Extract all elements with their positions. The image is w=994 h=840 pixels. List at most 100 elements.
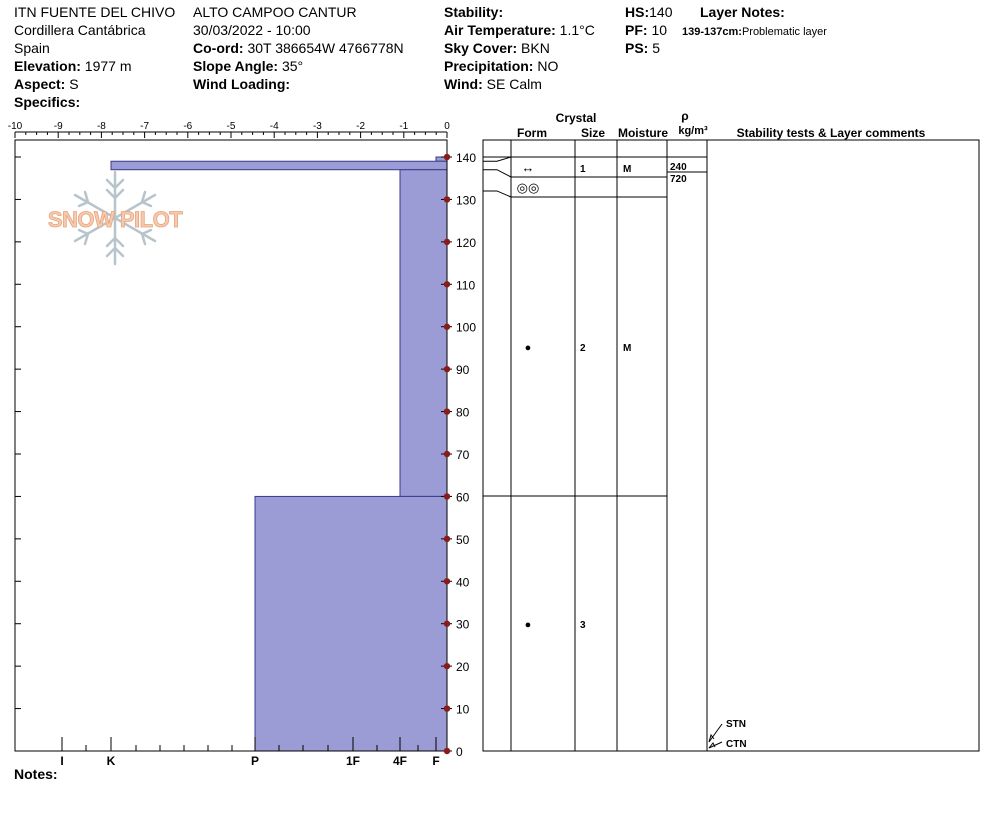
header-comments: Stability tests & Layer comments — [737, 126, 926, 140]
table-border — [482, 139, 980, 752]
elevation-label: Elevation: — [14, 58, 81, 74]
layer-moisture: M — [623, 343, 631, 354]
slope-row: Slope Angle: 35° — [193, 58, 303, 74]
height-tick-label: 70 — [456, 448, 470, 462]
layer-note-range: 139-137cm: — [682, 26, 742, 38]
precip-row: Precipitation: NO — [444, 58, 558, 74]
hardness-tick-label: K — [107, 754, 116, 768]
air-temp-row: Air Temperature: 1.1°C — [444, 22, 595, 38]
header-size: Size — [581, 126, 605, 140]
temperature-tick-label: -8 — [97, 121, 106, 132]
height-tick-label: 140 — [456, 151, 476, 165]
pf-label: PF: — [625, 22, 648, 38]
hardness-bars — [110, 156, 448, 752]
pf-value: 10 — [651, 22, 668, 38]
aspect-label: Aspect: — [14, 76, 66, 92]
height-marker — [443, 153, 451, 161]
header-form: Form — [517, 126, 547, 140]
height-marker — [443, 493, 451, 500]
air-temp-value: 1.1°C — [559, 22, 595, 38]
notes-label: Notes: — [14, 766, 58, 782]
height-tick-label: 90 — [456, 363, 470, 377]
pf-row: PF: 10 — [625, 22, 667, 38]
temperature-tick-label: -2 — [356, 121, 365, 132]
temperature-tick-label: -7 — [140, 121, 149, 132]
hardness-tick-label: 4F — [393, 754, 407, 768]
height-tick-label: 80 — [456, 406, 470, 420]
hs-row: HS:140 — [625, 4, 672, 20]
coord-value: 30T 386654W 4766778N — [247, 40, 404, 56]
header-rho: ρ — [681, 109, 688, 123]
wind-value: SE Calm — [486, 76, 542, 92]
temperature-tick-label: 0 — [444, 121, 450, 132]
height-tick-label: 130 — [456, 193, 476, 207]
layer-connector — [483, 169, 512, 178]
coord-row: Co-ord: 30T 386654W 4766778N — [193, 40, 404, 56]
wind-loading-label: Wind Loading: — [193, 76, 291, 92]
header-moisture: Moisture — [618, 126, 668, 140]
hardness-tick-label: F — [432, 754, 439, 768]
ps-value: 5 — [652, 40, 661, 56]
ps-row: PS: 5 — [625, 40, 660, 56]
layer-form-symbol: ↔ — [522, 160, 535, 175]
stability-test-leader — [708, 741, 723, 749]
elevation-value: 1977 m — [84, 58, 132, 74]
hardness-tick-label: 1F — [346, 754, 360, 768]
hardness-bar — [254, 495, 448, 752]
precip-value: NO — [537, 58, 559, 74]
layer-table: Crystal Form Size Moisture ρ kg/m³ Stability t… — [482, 109, 980, 752]
stability-test-arrow — [708, 733, 715, 743]
hs-value: 140 — [649, 4, 673, 20]
layer-connector — [483, 190, 512, 198]
air-temp-label: Air Temperature: — [444, 22, 556, 38]
layer-note-row: 139-137cm:Problematic layer — [682, 24, 827, 40]
temperature-tick-label: -10 — [8, 121, 23, 132]
wind-row: Wind: SE Calm — [444, 76, 542, 92]
header-crystal: Crystal — [556, 111, 597, 125]
slope-label: Slope Angle: — [193, 58, 279, 74]
location-name: ALTO CAMPOO CANTUR — [193, 4, 357, 20]
height-marker — [443, 196, 451, 203]
height-marker — [443, 323, 451, 330]
height-marker — [443, 365, 451, 373]
ps-label: PS: — [625, 40, 649, 56]
hs-label: HS: — [625, 4, 650, 20]
layer-form-symbol: ◎◎ — [517, 180, 540, 195]
height-tick-label: 0 — [456, 745, 463, 759]
stability-test-label: STN — [726, 719, 746, 730]
chart-frame — [14, 139, 448, 752]
snow-pilot-logo-text: SNOW PILOT — [48, 207, 183, 232]
layer-density: 720 — [670, 174, 687, 185]
hardness-bar — [110, 160, 448, 171]
hardness-axis: I K P 1F 4F F — [60, 737, 440, 768]
hardness-bar — [399, 169, 448, 497]
hardness-tick-label: I — [60, 754, 63, 768]
height-tick-label: 40 — [456, 575, 470, 589]
layer-note-text: Problematic layer — [741, 26, 827, 38]
height-marker — [443, 662, 451, 670]
layer-connector — [483, 156, 512, 162]
layer-size: 3 — [580, 620, 586, 631]
height-marker — [443, 705, 451, 712]
sky-value: BKN — [521, 40, 550, 56]
height-tick-label: 100 — [456, 321, 476, 335]
height-marker — [443, 535, 451, 543]
hardness-tick-label: P — [251, 754, 259, 768]
stability-test-arrow — [708, 742, 716, 749]
elevation-row: Elevation: 1977 m — [14, 58, 132, 74]
stability-test-label: CTN — [726, 739, 747, 750]
slope-value: 35° — [281, 58, 304, 74]
header-density-unit: kg/m³ — [678, 125, 708, 137]
temperature-tick-label: -4 — [270, 121, 279, 132]
temperature-tick-label: -1 — [399, 121, 408, 132]
temperature-tick-label: -6 — [183, 121, 192, 132]
layer-form-symbol: ● — [525, 619, 532, 631]
height-marker — [443, 281, 451, 288]
layer-size: 1 — [580, 164, 586, 175]
stability-test-leader — [708, 723, 723, 743]
height-tick-label: 30 — [456, 618, 470, 632]
layer-notes-label: Layer Notes: — [700, 4, 785, 20]
height-marker — [443, 620, 451, 627]
height-tick-label: 110 — [456, 278, 475, 292]
